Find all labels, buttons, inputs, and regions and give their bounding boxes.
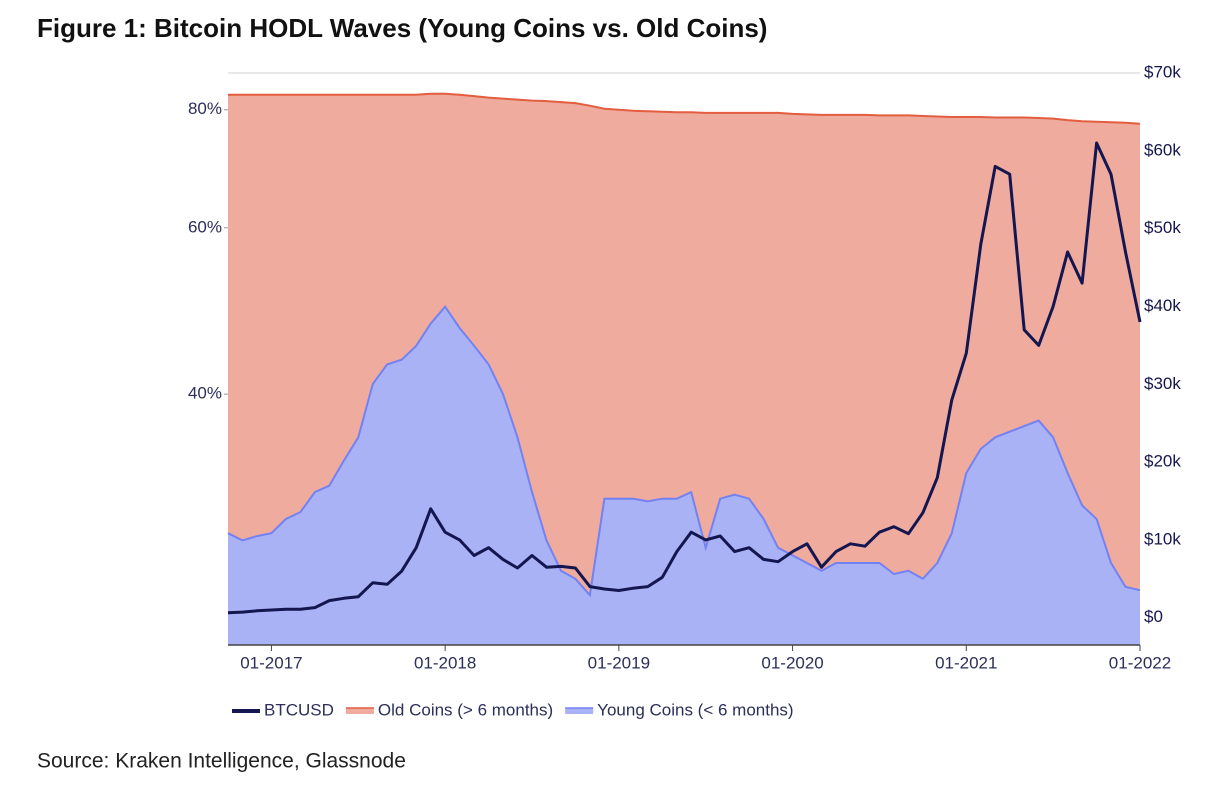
plot bbox=[227, 92, 1142, 645]
y2-tick-label: $0 bbox=[1144, 607, 1163, 626]
chart-title: Figure 1: Bitcoin HODL Waves (Young Coin… bbox=[37, 13, 767, 43]
y2-tick-label: $40k bbox=[1144, 296, 1181, 315]
line bbox=[227, 141, 1142, 615]
y2-tick-label: $70k bbox=[1144, 62, 1181, 81]
x-tick-label: 01-2020 bbox=[761, 653, 823, 672]
y2-tick-label: $60k bbox=[1144, 140, 1181, 159]
y-tick-label: 60% bbox=[188, 217, 222, 236]
legend-label: Old Coins (> 6 months) bbox=[378, 700, 553, 719]
x-tick-label: 01-2022 bbox=[1109, 653, 1171, 672]
area bbox=[228, 306, 1140, 645]
area-outline bbox=[227, 305, 1141, 598]
x-tick-label: 01-2021 bbox=[935, 653, 997, 672]
source: Source: Kraken Intelligence, Glassnode bbox=[37, 750, 406, 773]
x-tick-label: 01-2017 bbox=[240, 653, 302, 672]
y-tick-label: 40% bbox=[188, 384, 222, 403]
y2-tick-label: $20k bbox=[1144, 452, 1181, 471]
y2-tick-label: $50k bbox=[1144, 218, 1181, 237]
y2-tick-label: $30k bbox=[1144, 374, 1181, 393]
area-outline bbox=[228, 92, 1141, 125]
x-tick-label: 01-2018 bbox=[414, 653, 476, 672]
legend-label: BTCUSD bbox=[264, 700, 334, 719]
x-tick-label: 01-2019 bbox=[588, 653, 650, 672]
y-tick-label: 80% bbox=[188, 99, 222, 118]
legend-label: Young Coins (< 6 months) bbox=[597, 700, 793, 719]
y2-tick-label: $10k bbox=[1144, 529, 1181, 548]
